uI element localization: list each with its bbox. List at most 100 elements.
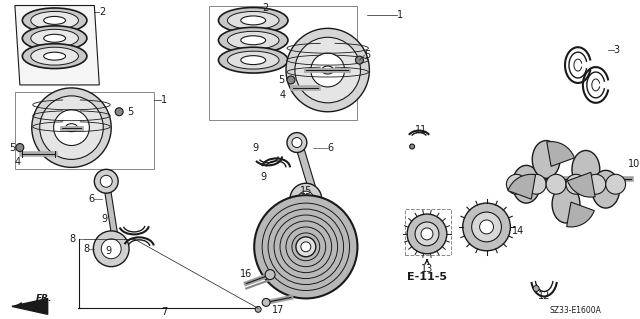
Ellipse shape <box>22 26 87 51</box>
Circle shape <box>93 231 129 267</box>
Ellipse shape <box>218 7 288 33</box>
Circle shape <box>115 108 123 116</box>
Circle shape <box>355 56 364 64</box>
Circle shape <box>410 144 415 149</box>
Text: FR.: FR. <box>35 294 52 303</box>
Text: 10: 10 <box>628 160 640 169</box>
Polygon shape <box>12 299 47 314</box>
Text: 9: 9 <box>105 246 111 256</box>
Text: 5: 5 <box>9 143 15 152</box>
Circle shape <box>16 144 24 152</box>
Ellipse shape <box>65 124 77 132</box>
Ellipse shape <box>552 185 580 223</box>
Text: 9: 9 <box>101 214 108 224</box>
Text: 6: 6 <box>88 194 94 204</box>
Bar <box>405 209 451 255</box>
Circle shape <box>32 88 111 167</box>
Circle shape <box>533 286 539 292</box>
Text: 3: 3 <box>614 45 620 55</box>
Ellipse shape <box>227 51 279 69</box>
Circle shape <box>311 53 344 87</box>
Circle shape <box>100 175 112 187</box>
Text: 9: 9 <box>260 172 266 182</box>
Circle shape <box>463 203 510 251</box>
Ellipse shape <box>322 66 333 74</box>
Text: 17: 17 <box>272 305 284 315</box>
Circle shape <box>421 228 433 240</box>
Ellipse shape <box>22 8 87 33</box>
Circle shape <box>566 174 586 194</box>
Ellipse shape <box>22 44 87 69</box>
Circle shape <box>472 212 502 242</box>
Text: 11: 11 <box>415 125 428 135</box>
Circle shape <box>298 191 314 207</box>
Ellipse shape <box>31 29 79 47</box>
Text: 1: 1 <box>161 95 167 105</box>
Ellipse shape <box>513 165 540 203</box>
Ellipse shape <box>572 151 600 188</box>
Circle shape <box>301 242 311 252</box>
Text: SZ33-E1600A: SZ33-E1600A <box>550 306 602 315</box>
Wedge shape <box>568 172 595 197</box>
Ellipse shape <box>44 17 65 24</box>
Text: 4: 4 <box>15 157 21 167</box>
Wedge shape <box>547 142 575 167</box>
Polygon shape <box>15 5 99 85</box>
Circle shape <box>286 28 369 112</box>
Text: 2: 2 <box>99 7 106 18</box>
Circle shape <box>94 169 118 193</box>
Circle shape <box>287 133 307 152</box>
Circle shape <box>290 183 322 215</box>
Text: 5: 5 <box>278 75 284 85</box>
Circle shape <box>262 299 270 306</box>
Circle shape <box>479 220 493 234</box>
Ellipse shape <box>218 47 288 73</box>
Text: 13: 13 <box>421 263 433 274</box>
Text: 5: 5 <box>127 107 133 117</box>
Text: 15: 15 <box>300 186 312 196</box>
Text: 2: 2 <box>262 4 268 13</box>
Ellipse shape <box>31 11 79 29</box>
Circle shape <box>586 174 605 194</box>
Circle shape <box>54 110 90 145</box>
Circle shape <box>546 174 566 194</box>
Circle shape <box>292 137 302 147</box>
Ellipse shape <box>241 56 266 64</box>
Circle shape <box>295 37 360 103</box>
Text: 6: 6 <box>328 143 334 152</box>
Ellipse shape <box>44 34 65 42</box>
Circle shape <box>407 214 447 254</box>
Text: E-11-5: E-11-5 <box>407 271 447 282</box>
Wedge shape <box>566 202 595 227</box>
Ellipse shape <box>227 31 279 49</box>
Text: 7: 7 <box>161 307 167 317</box>
Text: 16: 16 <box>240 269 252 278</box>
Circle shape <box>605 174 625 194</box>
Circle shape <box>255 306 261 312</box>
Text: 9: 9 <box>252 143 258 152</box>
Circle shape <box>526 174 546 194</box>
Circle shape <box>254 195 358 299</box>
Text: 8: 8 <box>69 234 76 244</box>
Text: 5: 5 <box>364 50 371 60</box>
Text: 14: 14 <box>513 226 525 236</box>
Ellipse shape <box>31 47 79 65</box>
Text: 1: 1 <box>397 11 403 20</box>
Polygon shape <box>293 135 317 197</box>
Circle shape <box>265 270 275 279</box>
Circle shape <box>506 174 526 194</box>
Ellipse shape <box>44 52 65 60</box>
Ellipse shape <box>241 16 266 25</box>
Circle shape <box>40 96 103 160</box>
Text: 12: 12 <box>538 292 550 301</box>
Text: 4: 4 <box>280 90 286 100</box>
Text: 8: 8 <box>83 244 90 254</box>
Ellipse shape <box>592 170 620 208</box>
Ellipse shape <box>218 27 288 53</box>
Ellipse shape <box>532 141 560 178</box>
Wedge shape <box>508 174 536 199</box>
Circle shape <box>101 239 121 259</box>
Ellipse shape <box>241 36 266 45</box>
Circle shape <box>296 237 316 257</box>
Circle shape <box>415 222 439 246</box>
